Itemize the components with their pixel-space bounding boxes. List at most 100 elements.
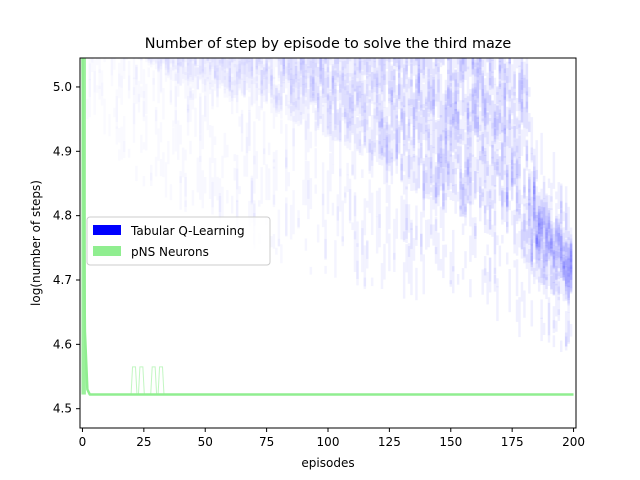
q-learning-run-segment: [564, 332, 568, 347]
q-learning-run-segment: [525, 220, 529, 244]
q-learning-run-segment: [273, 167, 276, 207]
q-learning-run-segment: [410, 99, 413, 117]
q-learning-run-segment: [474, 226, 477, 258]
q-learning-run-segment: [454, 72, 457, 111]
q-learning-run-segment: [461, 74, 465, 116]
q-learning-run-segment: [461, 268, 465, 280]
q-learning-run-segment: [390, 121, 394, 141]
q-learning-run-segment: [343, 94, 347, 117]
q-learning-run-segment: [434, 58, 438, 75]
x-tick-label: 75: [259, 435, 274, 449]
q-learning-run-segment: [368, 143, 371, 171]
q-learning-run-segment: [533, 170, 536, 210]
q-learning-run-segment: [385, 122, 389, 160]
q-learning-run-segment: [520, 101, 524, 109]
q-learning-run-segment: [268, 168, 271, 200]
q-learning-run-segment: [331, 70, 335, 105]
q-learning-run-segment: [528, 179, 531, 206]
q-learning-run-segment: [442, 193, 445, 201]
q-learning-run-segment: [422, 160, 426, 191]
q-learning-run-segment: [280, 244, 283, 263]
q-learning-run-segment: [466, 58, 470, 70]
q-learning-run-segment: [155, 110, 158, 121]
q-learning-run-segment: [451, 72, 455, 82]
q-learning-run-segment: [366, 75, 369, 97]
q-learning-run-segment: [525, 229, 529, 243]
q-learning-run-segment: [478, 58, 482, 76]
x-tick-label: 175: [501, 435, 524, 449]
q-learning-run-segment: [422, 58, 426, 79]
q-learning-run-segment: [491, 156, 494, 164]
q-learning-run-segment: [393, 58, 396, 66]
q-learning-run-segment: [400, 77, 403, 107]
q-learning-run-segment: [199, 93, 202, 134]
q-learning-run-segment: [402, 262, 406, 299]
q-learning-run-segment: [375, 108, 379, 123]
q-learning-run-segment: [564, 336, 568, 347]
q-learning-run-segment: [334, 88, 337, 128]
q-learning-run-segment: [456, 146, 460, 169]
q-learning-run-segment: [326, 58, 330, 73]
q-learning-run-segment: [393, 58, 396, 60]
q-learning-run-segment: [545, 202, 548, 239]
q-learning-run-segment: [496, 154, 499, 165]
q-learning-run-segment: [422, 109, 426, 118]
q-learning-run-segment: [343, 58, 347, 77]
q-learning-run-segment: [204, 96, 207, 117]
q-learning-run-segment: [268, 67, 271, 93]
q-learning-run-segment: [550, 241, 553, 274]
q-learning-run-segment: [444, 128, 448, 160]
q-learning-run-segment: [326, 77, 330, 89]
q-learning-run-segment: [503, 63, 507, 99]
q-learning-run-segment: [523, 61, 526, 94]
q-learning-run-segment: [451, 118, 455, 152]
y-tick-label: 4.9: [53, 144, 72, 158]
q-learning-run-segment: [454, 151, 457, 175]
q-learning-run-segment: [466, 159, 470, 204]
q-learning-run-segment: [390, 70, 394, 81]
q-learning-run-segment: [429, 224, 433, 239]
q-learning-run-segment: [400, 195, 403, 240]
q-learning-run-segment: [469, 125, 472, 162]
q-learning-run-segment: [348, 93, 352, 131]
q-learning-run-segment: [447, 162, 450, 187]
q-learning-run-segment: [550, 182, 553, 202]
q-learning-run-segment: [334, 85, 337, 130]
q-learning-run-segment: [555, 215, 558, 237]
q-learning-run-segment: [380, 58, 384, 72]
q-learning-run-segment: [498, 109, 502, 135]
q-learning-run-segment: [469, 58, 472, 77]
q-learning-run-segment: [93, 71, 96, 115]
q-learning-run-segment: [316, 94, 320, 131]
q-learning-run-segment: [466, 147, 470, 175]
q-learning-run-segment: [550, 220, 553, 249]
q-learning-run-segment: [324, 58, 327, 63]
q-learning-run-segment: [319, 90, 322, 119]
q-learning-run-segment: [243, 156, 246, 177]
q-learning-run-segment: [555, 257, 558, 280]
q-learning-run-segment: [451, 116, 455, 128]
q-learning-run-segment: [537, 241, 541, 261]
q-learning-run-segment: [564, 186, 568, 231]
q-learning-run-segment: [339, 58, 342, 89]
q-learning-run-segment: [324, 71, 327, 104]
q-learning-run-segment: [552, 234, 556, 267]
q-learning-run-segment: [346, 58, 349, 84]
q-learning-run-segment: [420, 58, 423, 60]
q-learning-run-segment: [525, 79, 529, 109]
q-learning-run-segment: [518, 203, 521, 215]
q-learning-run-segment: [439, 135, 443, 155]
q-learning-run-segment: [513, 163, 516, 187]
q-learning-run-segment: [356, 117, 359, 129]
q-learning-run-segment: [469, 111, 472, 130]
q-learning-run-segment: [464, 132, 467, 169]
q-learning-run-segment: [395, 58, 399, 63]
q-learning-run-segment: [564, 279, 568, 302]
q-learning-run-segment: [439, 206, 443, 229]
q-learning-run-segment: [461, 128, 465, 141]
q-learning-run-segment: [395, 114, 399, 160]
q-learning-run-segment: [351, 116, 354, 135]
q-learning-run-segment: [439, 148, 443, 174]
q-learning-run-segment: [385, 206, 389, 244]
q-learning-run-segment: [555, 265, 558, 280]
